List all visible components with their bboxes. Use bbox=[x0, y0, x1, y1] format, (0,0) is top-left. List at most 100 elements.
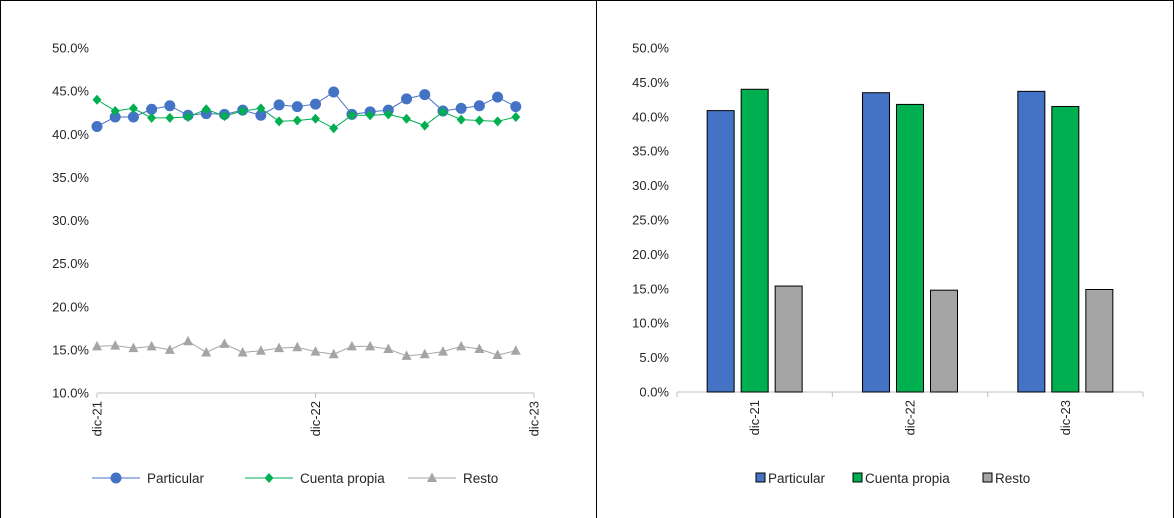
data-point bbox=[219, 111, 229, 122]
legend-swatch bbox=[982, 472, 993, 483]
data-point bbox=[401, 350, 412, 360]
data-point bbox=[219, 338, 230, 348]
legend-label: Cuenta propia bbox=[300, 471, 385, 486]
data-point bbox=[255, 345, 266, 355]
data-point bbox=[402, 113, 412, 124]
data-point bbox=[473, 100, 485, 112]
panel-divider bbox=[596, 0, 597, 518]
data-point bbox=[273, 99, 285, 111]
data-point bbox=[92, 94, 102, 105]
y-tick-label: 45.0% bbox=[632, 75, 669, 90]
y-tick-label: 15.0% bbox=[52, 342, 89, 357]
x-tick-label: dic-21 bbox=[747, 400, 762, 435]
data-point bbox=[274, 116, 284, 127]
data-point bbox=[256, 103, 266, 114]
data-point bbox=[510, 101, 522, 113]
data-point bbox=[164, 100, 176, 112]
bar bbox=[740, 88, 769, 393]
data-point bbox=[146, 340, 157, 351]
legend-marker bbox=[427, 472, 437, 482]
data-point bbox=[291, 101, 303, 113]
data-point bbox=[274, 342, 285, 353]
data-point bbox=[492, 91, 504, 103]
x-tick-label: dic-23 bbox=[527, 401, 542, 436]
data-point bbox=[147, 112, 157, 123]
y-tick-label: 50.0% bbox=[52, 41, 89, 56]
y-tick-label: 35.0% bbox=[632, 144, 669, 159]
y-tick-label: 20.0% bbox=[52, 299, 89, 314]
y-tick-label: 20.0% bbox=[632, 247, 669, 262]
x-tick-label: dic-23 bbox=[1058, 400, 1073, 435]
data-point bbox=[183, 112, 193, 122]
data-point bbox=[474, 115, 484, 126]
legend-swatch bbox=[852, 472, 863, 483]
bar bbox=[1017, 90, 1046, 393]
data-point bbox=[383, 109, 393, 120]
data-point bbox=[420, 120, 430, 131]
bar bbox=[930, 289, 958, 393]
data-point bbox=[128, 342, 139, 353]
legend-label: Cuenta propia bbox=[865, 471, 950, 486]
data-point bbox=[310, 346, 321, 356]
data-point bbox=[183, 335, 194, 346]
bar bbox=[896, 103, 924, 393]
data-point bbox=[164, 344, 175, 354]
legend-swatch bbox=[755, 472, 766, 483]
data-point bbox=[128, 103, 138, 114]
x-tick-label: dic-21 bbox=[90, 401, 105, 436]
y-tick-label: 40.0% bbox=[632, 109, 669, 124]
x-tick-label: dic-22 bbox=[308, 401, 323, 436]
data-point bbox=[237, 346, 248, 357]
bar bbox=[862, 92, 890, 393]
y-tick-label: 45.0% bbox=[52, 84, 89, 99]
data-point bbox=[310, 98, 321, 110]
data-point bbox=[292, 115, 302, 126]
data-point bbox=[365, 110, 375, 121]
data-point bbox=[493, 116, 503, 127]
data-point bbox=[238, 105, 248, 116]
y-tick-label: 10.0% bbox=[632, 316, 669, 331]
y-tick-label: 5.0% bbox=[639, 350, 669, 365]
data-point bbox=[456, 114, 466, 125]
bar bbox=[1085, 288, 1114, 393]
data-point bbox=[438, 106, 448, 117]
series-line-2 bbox=[96, 340, 516, 357]
bar-chart: 0.0% 5.0% 10.0% 15.0% 20.0% 25.0% 30.0% 35.0% 40… bbox=[632, 41, 1144, 486]
bar bbox=[774, 285, 803, 393]
y-tick-label: 15.0% bbox=[632, 281, 669, 296]
data-point bbox=[328, 348, 339, 359]
data-point bbox=[365, 340, 376, 351]
data-point bbox=[110, 105, 120, 116]
data-point bbox=[110, 340, 121, 350]
data-point bbox=[419, 348, 430, 359]
legend-label: Particular bbox=[147, 471, 205, 486]
data-point bbox=[165, 112, 175, 123]
legend-label: Resto bbox=[995, 471, 1030, 486]
data-point bbox=[346, 340, 357, 351]
series-line-1 bbox=[96, 99, 516, 129]
data-point bbox=[419, 89, 431, 101]
legend-label: Particular bbox=[768, 471, 826, 486]
data-point bbox=[329, 123, 339, 134]
data-point bbox=[311, 113, 320, 124]
data-point bbox=[401, 93, 413, 105]
data-point bbox=[292, 341, 303, 352]
data-point bbox=[91, 120, 103, 132]
y-tick-label: 25.0% bbox=[632, 213, 669, 228]
data-point bbox=[347, 110, 357, 121]
y-tick-label: 35.0% bbox=[52, 170, 89, 185]
y-tick-label: 0.0% bbox=[639, 385, 669, 400]
y-tick-label: 10.0% bbox=[52, 386, 89, 401]
legend-marker bbox=[110, 472, 122, 484]
data-point bbox=[437, 346, 448, 356]
data-point bbox=[511, 112, 521, 122]
y-tick-label: 40.0% bbox=[52, 127, 89, 142]
series-line-0 bbox=[96, 91, 517, 127]
line-chart: 10.0% 15.0% 20.0% 25.0% 30.0% 35.0% 40.0% 45.0%… bbox=[52, 41, 541, 487]
bar bbox=[706, 110, 735, 393]
y-tick-label: 30.0% bbox=[632, 178, 669, 193]
legend-marker bbox=[264, 473, 274, 483]
data-point bbox=[474, 343, 485, 354]
y-tick-label: 25.0% bbox=[52, 256, 89, 271]
